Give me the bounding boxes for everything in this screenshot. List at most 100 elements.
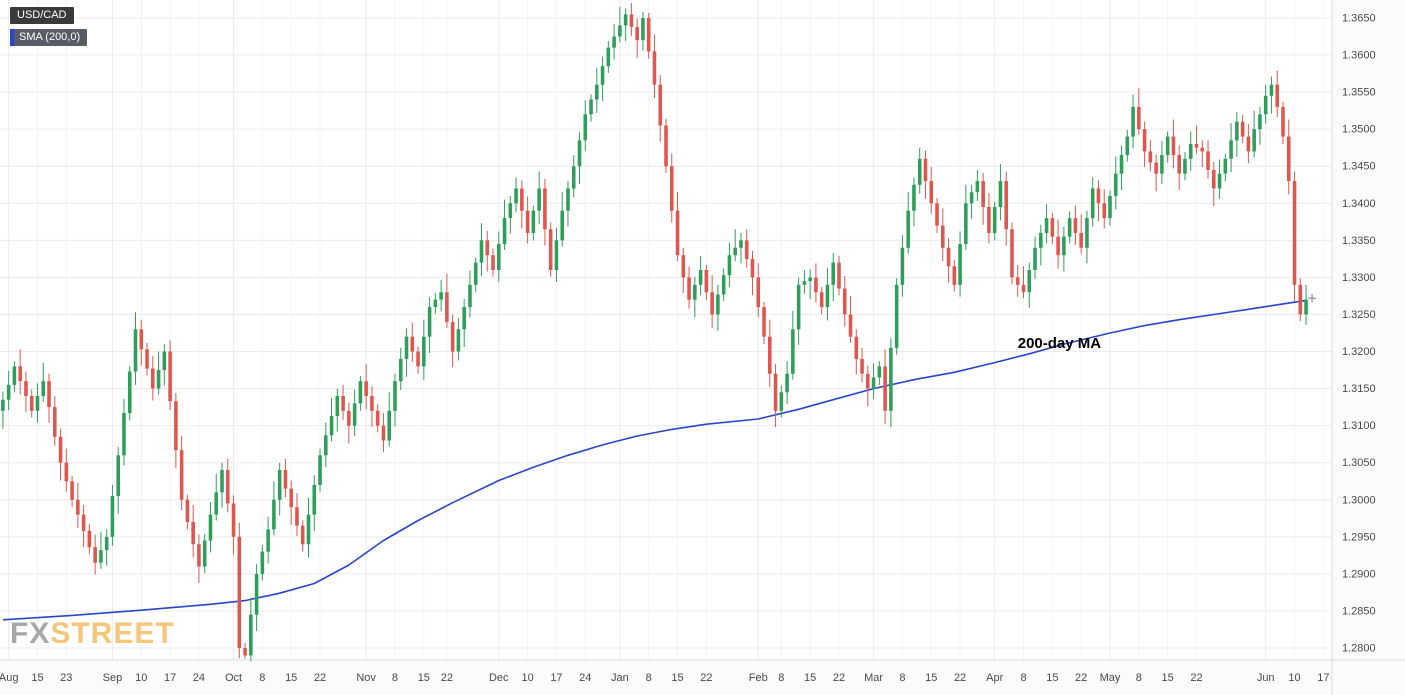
candle-body-up [698, 270, 703, 285]
candle-body-down [1010, 229, 1014, 278]
candle-body-up [1033, 247, 1037, 270]
time-axis-label: 8 [392, 672, 398, 684]
candle-body-up [1269, 84, 1274, 96]
price-axis[interactable] [1332, 0, 1405, 695]
time-axis-label: 22 [441, 672, 453, 684]
candle-body-up [1, 399, 5, 411]
candle-body-down [1281, 106, 1285, 137]
candle-body-down [1079, 232, 1083, 248]
candle-body-down [300, 525, 305, 545]
time-axis-label: 23 [60, 672, 72, 684]
candle-body-down [854, 336, 859, 359]
candle-body-up [393, 381, 397, 411]
candle-body-up [583, 114, 588, 141]
candle-body-down [64, 462, 69, 482]
candle-body-up [1085, 218, 1089, 248]
candle-body-up [156, 370, 161, 389]
sma-color-bar [10, 29, 14, 46]
candle-body-up [1067, 218, 1072, 237]
candle-body-up [606, 47, 611, 67]
candle-body-up [1119, 155, 1124, 174]
time-axis-label: 17 [164, 672, 176, 684]
candle-body-down [1004, 181, 1008, 230]
time-axis-label: 8 [899, 672, 905, 684]
candle-body-up [889, 347, 893, 411]
candle-body-up [116, 455, 120, 497]
candle-body-up [1108, 195, 1112, 219]
candle-body-down [687, 277, 691, 300]
candle-body-up [992, 207, 997, 233]
candle-body-up [1160, 155, 1164, 174]
time-axis-label: 8 [646, 672, 652, 684]
candle-body-up [1188, 144, 1193, 159]
candle-body-down [860, 358, 864, 374]
candle-body-up [202, 540, 207, 567]
candle-body-down [1096, 188, 1101, 204]
candle-body-up [693, 284, 697, 300]
candle-body-up [272, 499, 276, 530]
candle-body-down [185, 499, 190, 522]
candle-body-down [987, 207, 991, 233]
candle-body-down [1240, 121, 1245, 137]
time-axis-label: 15 [1046, 672, 1058, 684]
candle-body-down [197, 544, 201, 567]
time-axis-label: Dec [489, 672, 509, 684]
candle-body-down [168, 351, 172, 402]
candle-body-down [231, 503, 236, 537]
candle-body-up [104, 536, 109, 551]
price-axis-label: 1.3150 [1342, 383, 1376, 395]
time-axis-label: Nov [356, 672, 376, 684]
candle-body-down [1073, 218, 1078, 233]
candle-body-up [208, 514, 213, 541]
time-axis-label: 15 [285, 672, 297, 684]
time-axis-label: 22 [1190, 672, 1202, 684]
candle-body-down [76, 499, 80, 515]
candle-body-down [283, 470, 288, 489]
candle-body-up [1027, 270, 1032, 293]
candle-body-up [716, 294, 720, 315]
candle-body-up [1090, 188, 1095, 219]
candle-body-up [554, 240, 559, 270]
candle-body-up [1223, 158, 1228, 174]
candle-body-up [422, 336, 426, 367]
candle-body-down [981, 181, 985, 207]
candle-body-up [508, 203, 513, 219]
candle-body-up [618, 25, 622, 37]
candle-body-up [220, 470, 224, 493]
price-axis-label: 1.2900 [1342, 568, 1376, 580]
candle-body-down [929, 181, 934, 204]
candle-body-down [81, 514, 86, 531]
candle-body-down [819, 292, 824, 308]
candle-body-up [739, 240, 743, 248]
symbol-badge[interactable]: USD/CAD [10, 7, 74, 24]
candle-body-up [1229, 140, 1233, 159]
candle-body-up [473, 262, 478, 285]
price-axis-label: 1.3350 [1342, 235, 1376, 247]
price-axis-label: 1.2850 [1342, 605, 1376, 617]
candle-body-down [1194, 144, 1199, 148]
candle-body-up [912, 184, 916, 211]
candle-body-up [254, 573, 259, 615]
candle-body-up [1258, 114, 1262, 130]
candle-body-up [110, 496, 115, 537]
candle-body-down [375, 410, 380, 426]
candle-body-up [1125, 136, 1130, 156]
time-axis-label: 17 [1317, 672, 1329, 684]
candle-body-down [543, 188, 547, 230]
time-axis-label: Sep [103, 672, 123, 684]
time-axis-label: 22 [314, 672, 326, 684]
candle-body-up [127, 371, 132, 414]
candle-body-down [744, 240, 749, 259]
candle-body-up [623, 14, 628, 26]
candle-body-down [848, 314, 853, 337]
time-axis[interactable] [0, 660, 1332, 695]
price-axis-label: 1.3400 [1342, 198, 1376, 210]
candle-body-up [831, 262, 836, 285]
candle-body-down [70, 481, 74, 500]
candle-body-up [404, 336, 409, 359]
time-axis-label: Oct [225, 672, 242, 684]
candle-body-down [347, 410, 351, 426]
candle-body-up [318, 455, 322, 485]
sma-badge[interactable]: SMA (200,0) [10, 29, 88, 46]
